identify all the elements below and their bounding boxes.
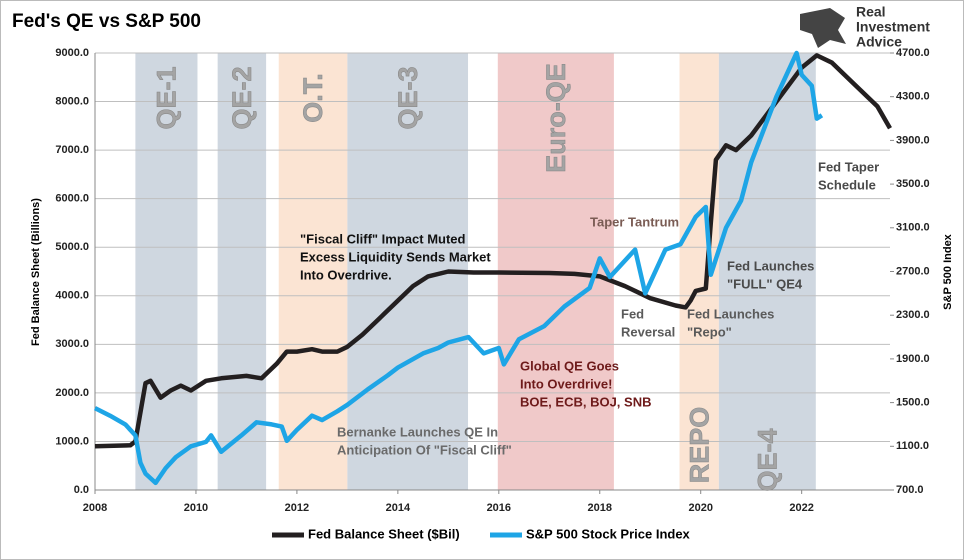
legend-label: Fed Balance Sheet ($Bil) — [308, 526, 460, 541]
y2-tick-label: 4700.0 — [896, 47, 930, 59]
y-tick-label: 1000.0 — [55, 435, 89, 447]
logo: Real Investment Advice — [800, 4, 930, 50]
y2-tick-label: 1500.0 — [896, 397, 930, 409]
y-tick-label: 5000.0 — [55, 241, 89, 253]
y-axis-label: Fed Balance Sheet (Billions) — [30, 198, 42, 346]
logo-text: Real — [856, 4, 886, 20]
y-tick-label: 0.0 — [74, 484, 89, 496]
y2-axis-label: S&P 500 Index — [942, 233, 954, 309]
annotation: Schedule — [818, 177, 876, 192]
y2-tick-label: 3500.0 — [896, 178, 930, 190]
x-tick-label: 2022 — [789, 502, 813, 514]
y-tick-label: 4000.0 — [55, 290, 89, 302]
annotation: "FULL" QE4 — [727, 276, 803, 291]
region-label: QE-3 — [393, 66, 423, 129]
y2-tick-label: 1100.0 — [896, 440, 929, 452]
annotation: "Repo" — [687, 324, 732, 339]
annotation: Global QE Goes — [520, 358, 619, 373]
y2-tick-label: 2300.0 — [896, 309, 930, 321]
annotation: BOE, ECB, BOJ, SNB — [520, 394, 651, 409]
y-tick-label: 8000.0 — [55, 95, 89, 107]
y-tick-label: 7000.0 — [55, 144, 89, 156]
region-label: REPO — [684, 407, 714, 484]
region-label: Euro-QE — [541, 63, 571, 173]
y-tick-label: 2000.0 — [55, 387, 89, 399]
y-tick-label: 3000.0 — [55, 338, 89, 350]
y-tick-label: 9000.0 — [55, 47, 89, 59]
x-tick-label: 2018 — [588, 502, 612, 514]
logo-icon — [800, 8, 846, 48]
annotation: Taper Tantrum — [590, 214, 679, 229]
region-label: O.T. — [298, 73, 328, 123]
x-tick-label: 2012 — [285, 502, 309, 514]
y2-tick-label: 1900.0 — [896, 353, 930, 365]
y2-tick-label: 700.0 — [896, 484, 924, 496]
annotation: Fed Launches — [727, 258, 814, 273]
data-line — [93, 50, 824, 486]
annotation: Into Overdrive! — [520, 376, 612, 391]
annotation: Excess Liquidity Sends Market — [300, 249, 491, 264]
y2-tick-label: 3900.0 — [896, 134, 930, 146]
region-label: QE-2 — [227, 66, 257, 129]
annotation: Fed Launches — [687, 306, 774, 321]
x-tick-label: 2020 — [688, 502, 712, 514]
logo-text: Investment — [856, 19, 930, 35]
x-tick-label: 2008 — [83, 502, 107, 514]
x-tick-label: 2010 — [184, 502, 208, 514]
y2-tick-label: 2700.0 — [896, 265, 930, 277]
data-line — [94, 53, 892, 449]
y2-tick-label: 3100.0 — [896, 222, 930, 234]
legend-label: S&P 500 Stock Price Index — [526, 526, 691, 541]
logo-text: Advice — [856, 34, 902, 50]
annotation: Anticipation Of "Fiscal Cliff" — [337, 442, 512, 457]
x-tick-label: 2014 — [386, 502, 411, 514]
annotation: Into Overdrive. — [300, 267, 392, 282]
region-label: QE-4 — [752, 428, 782, 491]
region-label: QE-1 — [152, 66, 182, 129]
x-tick-label: 2016 — [487, 502, 511, 514]
chart-title: Fed's QE vs S&P 500 — [12, 11, 201, 32]
annotation: "Fiscal Cliff" Impact Muted — [300, 231, 466, 246]
y-tick-label: 6000.0 — [55, 193, 89, 205]
region — [217, 53, 267, 490]
y2-tick-label: 4300.0 — [896, 91, 930, 103]
annotation: Fed — [621, 306, 644, 321]
annotation: Bernanke Launches QE In — [337, 424, 498, 439]
annotation: Reversal — [621, 324, 675, 339]
region — [135, 53, 198, 490]
annotation: Fed Taper — [818, 159, 879, 174]
